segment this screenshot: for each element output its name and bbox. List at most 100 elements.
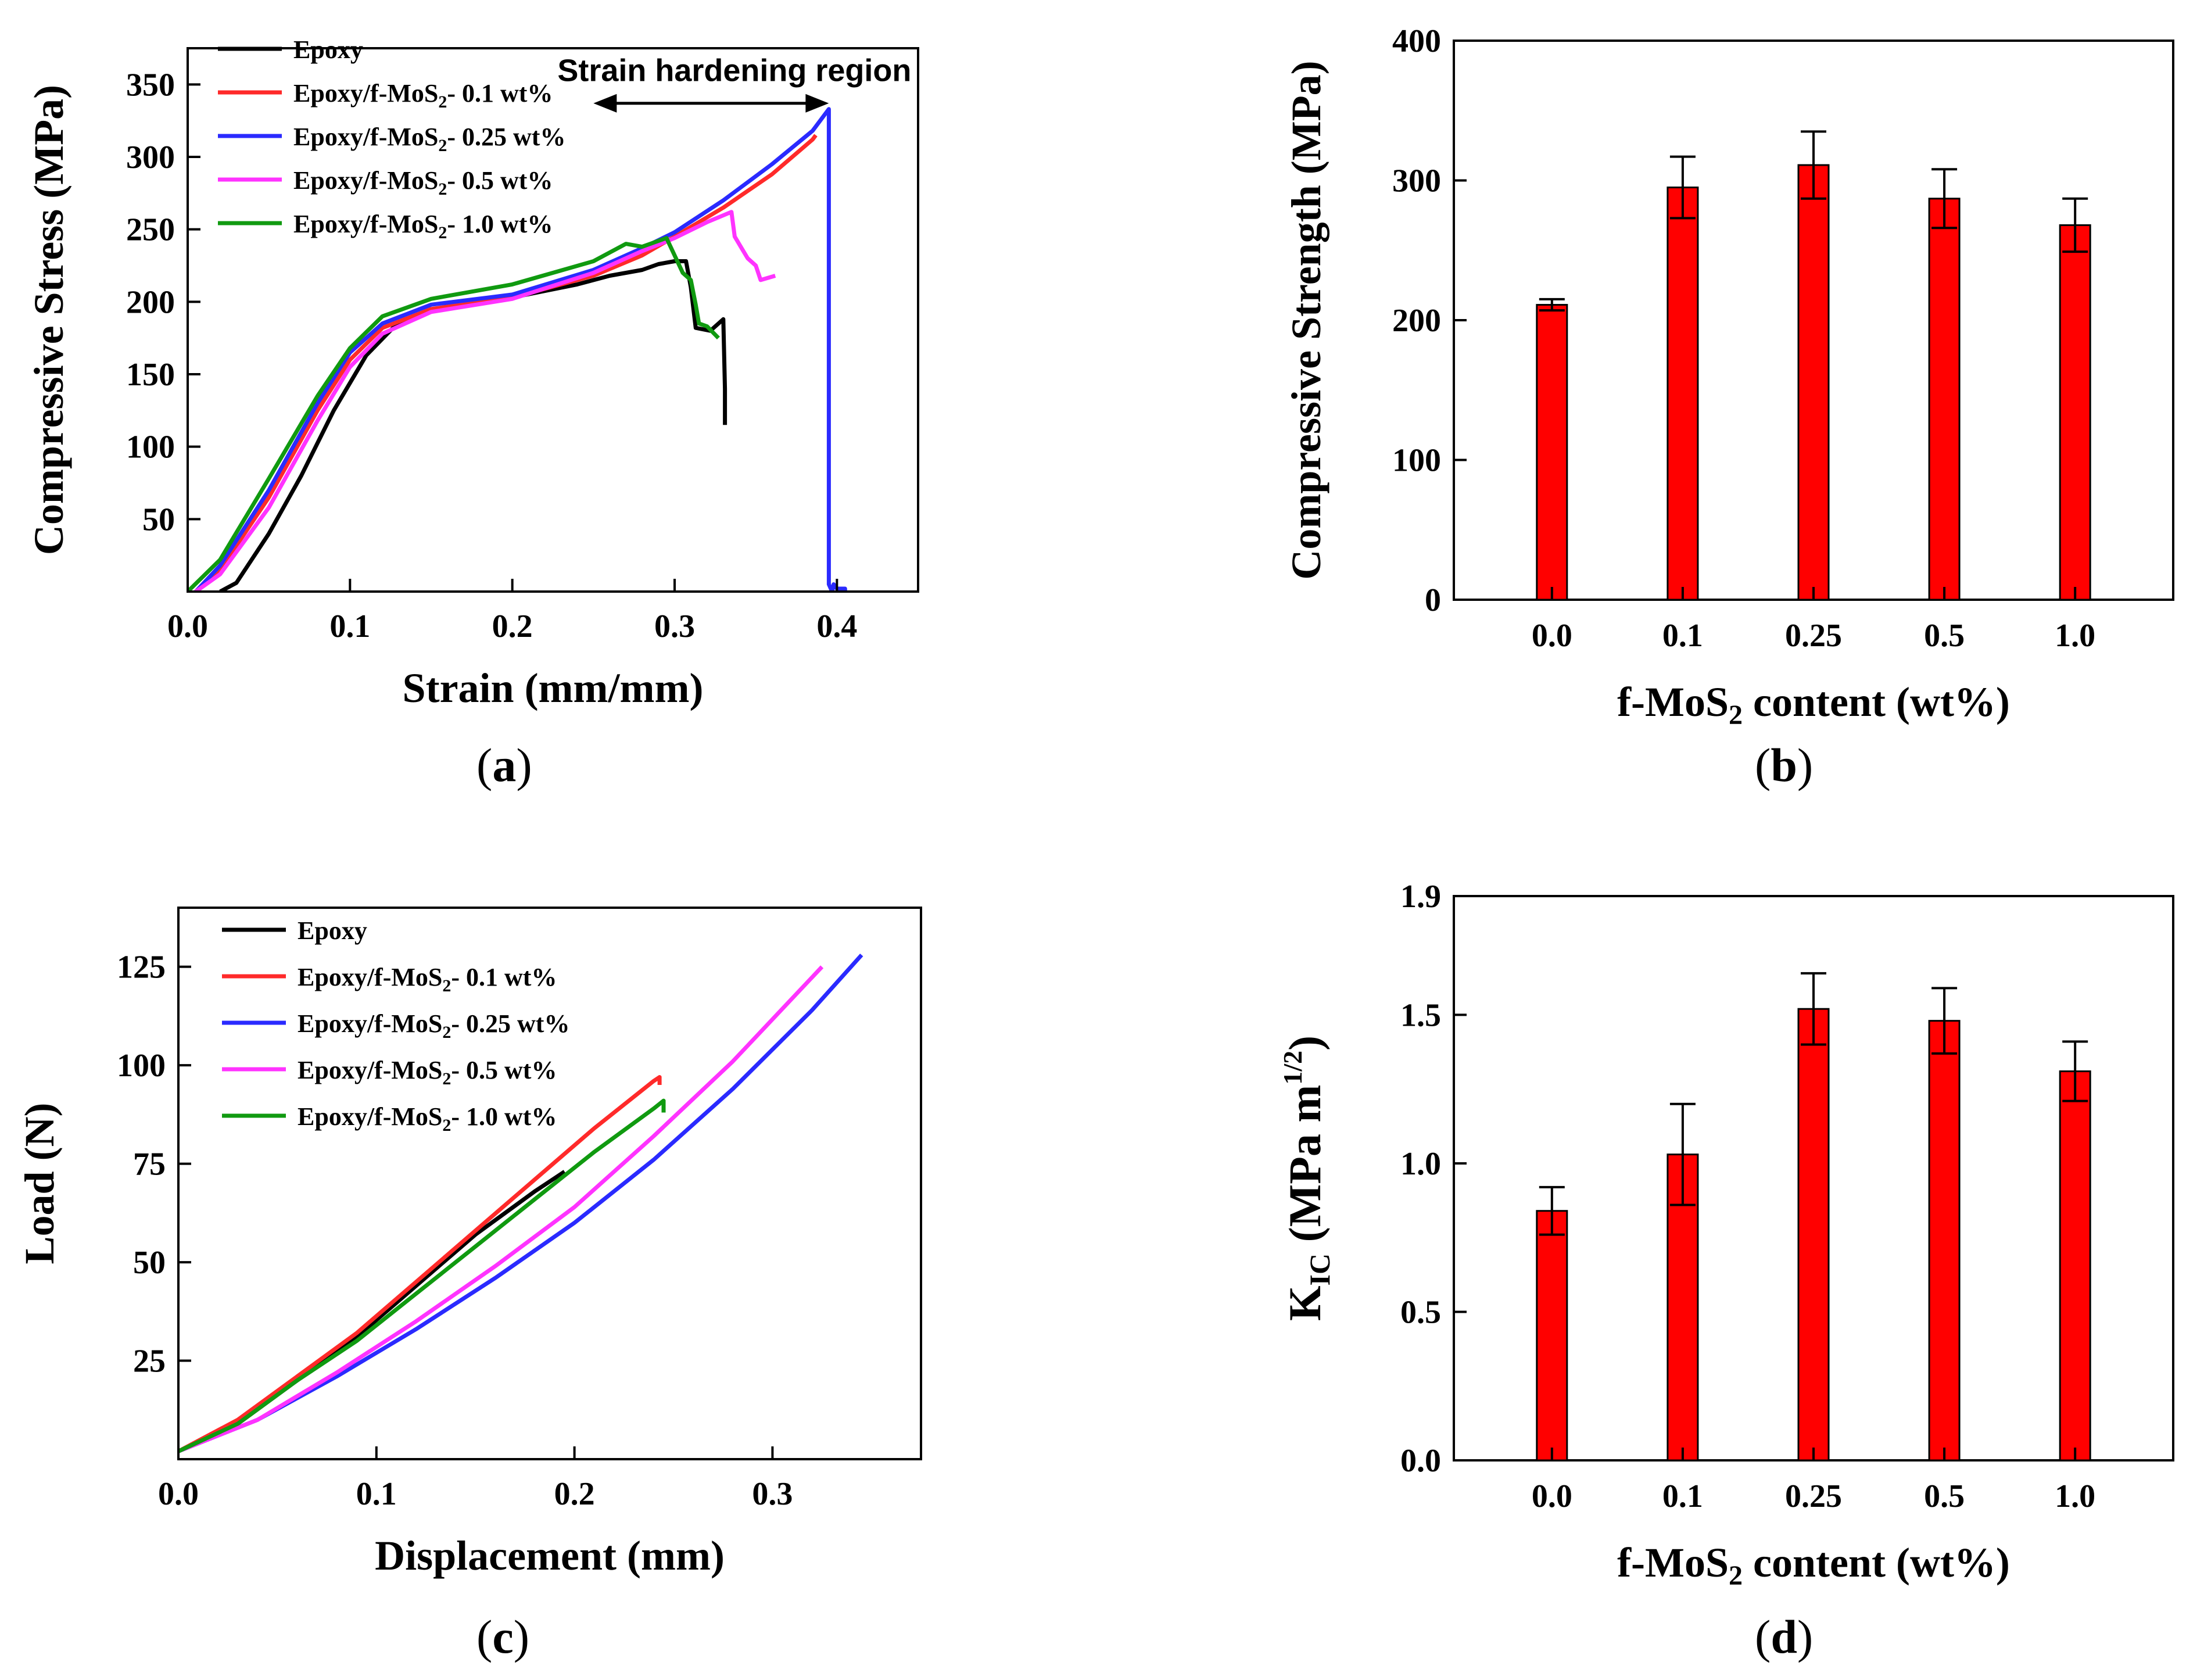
- x-axis-label-d: f-MoS2 content (wt%): [1617, 1539, 2010, 1591]
- y-axis-label-sub-d: IC: [1303, 1253, 1336, 1286]
- series-group-a: [188, 107, 847, 592]
- caption-b-open: (: [1755, 739, 1771, 791]
- caption-d-close: ): [1797, 1610, 1814, 1663]
- x-axis-label-suffix-b: content (wt%): [1743, 679, 2010, 725]
- caption-a: (a): [476, 738, 532, 793]
- y-axis-label-main-d: K: [1280, 1285, 1330, 1321]
- y-tick-label-a-3: 200: [126, 284, 175, 320]
- caption-d-open: (: [1755, 1610, 1771, 1663]
- legend-label-suffix-a-1: - 0.1 wt%: [447, 79, 553, 108]
- caption-a-letter: a: [492, 739, 517, 791]
- bar-b-1: [1667, 187, 1699, 601]
- legend-label-suffix-a-3: - 0.5 wt%: [447, 166, 553, 195]
- legend-label-c-4: Epoxy/f-MoS2- 1.0 wt%: [298, 1102, 557, 1135]
- bar-d-4: [2059, 1070, 2091, 1462]
- y-tick-label-d-4: 1.9: [1400, 879, 1441, 915]
- legend-label-sub-c-1: 2: [442, 976, 451, 995]
- x-tick-label-c-1: 0.1: [356, 1476, 397, 1512]
- legend-label-prefix-c-1: Epoxy/f-MoS: [298, 963, 442, 991]
- legend-label-prefix-a-3: Epoxy/f-MoS: [293, 166, 438, 195]
- legend-label-c-0: Epoxy: [298, 916, 367, 945]
- legend-label-c-1: Epoxy/f-MoS2- 0.1 wt%: [298, 963, 557, 995]
- y-tick-label-b-4: 400: [1392, 23, 1441, 59]
- series-line-a-3: [194, 210, 776, 592]
- series-line-a-0: [219, 259, 728, 592]
- y-axis-label-b: Compressive Strength (MPa): [1283, 60, 1329, 579]
- series-line-c-4: [178, 1098, 666, 1453]
- series-line-a-2: [194, 107, 847, 592]
- bar-b-2: [1797, 164, 1830, 601]
- caption-c-close: ): [513, 1610, 530, 1663]
- caption-c-letter: c: [492, 1610, 514, 1663]
- legend-label-sub-c-3: 2: [442, 1069, 451, 1088]
- x-tick-label-d-2: 0.25: [1785, 1478, 1842, 1514]
- y-axis-label-c: Load (N): [16, 1102, 63, 1264]
- x-axis-label-suffix-d: content (wt%): [1743, 1539, 2010, 1586]
- annotation-arrow-right-head-a: [805, 94, 829, 113]
- y-tick-label-d-2: 1.0: [1400, 1146, 1441, 1182]
- panel-c: 0.0 0.1 0.2 0.3 25 50 75 100 125 Displacement (mm…: [0, 872, 959, 1627]
- x-tick-label-b-3: 0.5: [1924, 618, 1965, 654]
- y-tick-label-a-6: 350: [126, 67, 175, 103]
- y-tick-label-b-0: 0: [1425, 582, 1441, 618]
- caption-a-open: (: [476, 739, 493, 791]
- y-tick-label-c-0: 25: [133, 1344, 166, 1380]
- legend-label-c-3: Epoxy/f-MoS2- 0.5 wt%: [298, 1056, 557, 1088]
- x-tick-label-a-3: 0.3: [654, 608, 695, 644]
- panel-a: 0.0 0.1 0.2 0.3 0.4 50 100 150 200 250 300 350 Strai…: [0, 0, 959, 755]
- x-tick-label-d-1: 0.1: [1662, 1478, 1703, 1514]
- x-tick-label-a-0: 0.0: [167, 608, 208, 644]
- x-tick-label-d-0: 0.0: [1532, 1478, 1572, 1514]
- x-axis-label-sub-b: 2: [1729, 700, 1743, 730]
- x-axis-label-prefix-b: f-MoS: [1617, 679, 1729, 725]
- x-tick-label-b-1: 0.1: [1662, 618, 1703, 654]
- x-tick-label-d-3: 0.5: [1924, 1478, 1965, 1514]
- legend-label-prefix-c-3: Epoxy/f-MoS: [298, 1056, 442, 1084]
- y-axis-label-d: KIC (MPa m1/2): [1278, 1036, 1336, 1321]
- x-tick-label-d-4: 1.0: [2055, 1478, 2095, 1514]
- legend-label-prefix-a-1: Epoxy/f-MoS: [293, 79, 438, 108]
- x-tick-label-c-0: 0.0: [158, 1476, 199, 1512]
- y-tick-label-c-4: 125: [117, 950, 166, 986]
- panel-d: 0.0 0.1 0.25 0.5 1.0 0.0 0.5 1.0 1.5 1.9 f-MoS2 co…: [1278, 872, 2204, 1627]
- x-tick-label-a-4: 0.4: [816, 608, 857, 644]
- legend-label-prefix-a-0: Epoxy: [293, 35, 363, 64]
- x-tick-label-a-1: 0.1: [329, 608, 370, 644]
- legend-label-sub-a-1: 2: [438, 92, 447, 112]
- y-tick-label-d-1: 0.5: [1400, 1294, 1441, 1330]
- y-tick-label-c-2: 75: [133, 1147, 166, 1183]
- y-axis-label-close-d: ): [1280, 1036, 1330, 1051]
- legend-label-a-3: Epoxy/f-MoS2- 0.5 wt%: [293, 166, 553, 199]
- legend-label-suffix-c-4: - 1.0 wt%: [451, 1102, 557, 1131]
- legend-label-suffix-c-3: - 0.5 wt%: [451, 1056, 557, 1084]
- legend-label-a-0: Epoxy: [293, 35, 363, 64]
- y-tick-label-a-1: 100: [126, 429, 175, 465]
- annotation-arrow-left-head-a: [593, 94, 617, 113]
- panel-b: 0.0 0.1 0.25 0.5 1.0 0 100 200 300 400 f-MoS2 cont…: [1278, 0, 2204, 755]
- legend-label-prefix-a-2: Epoxy/f-MoS: [293, 123, 438, 151]
- series-line-a-4: [188, 236, 720, 592]
- caption-c-open: (: [476, 1610, 493, 1663]
- x-axis-label-c: Displacement (mm): [375, 1532, 725, 1579]
- caption-b-close: ): [1797, 739, 1814, 791]
- series-line-c-1: [178, 1075, 662, 1453]
- legend-label-prefix-a-4: Epoxy/f-MoS: [293, 210, 438, 238]
- y-tick-label-a-4: 250: [126, 212, 175, 248]
- x-tick-label-b-0: 0.0: [1532, 618, 1572, 654]
- y-tick-label-b-1: 100: [1392, 443, 1441, 479]
- caption-c: (c): [476, 1610, 529, 1664]
- x-tick-label-b-4: 1.0: [2055, 618, 2095, 654]
- chart-a-svg: 0.0 0.1 0.2 0.3 0.4 50 100 150 200 250 300 350 Strai…: [26, 35, 919, 711]
- x-tick-label-b-2: 0.25: [1785, 618, 1842, 654]
- annotation-text-a: Strain hardening region: [557, 53, 911, 88]
- x-tick-label-a-2: 0.2: [492, 608, 533, 644]
- bar-d-2: [1797, 1008, 1830, 1462]
- legend-label-suffix-c-2: - 0.25 wt%: [451, 1009, 569, 1038]
- y-tick-label-a-5: 300: [126, 139, 175, 175]
- y-tick-label-d-3: 1.5: [1400, 997, 1441, 1033]
- x-axis-label-sub-d: 2: [1729, 1560, 1743, 1591]
- x-tick-label-c-3: 0.3: [752, 1476, 793, 1512]
- x-axis-label-prefix-d: f-MoS: [1617, 1539, 1729, 1586]
- legend-label-a-1: Epoxy/f-MoS2- 0.1 wt%: [293, 79, 553, 112]
- y-tick-label-a-2: 150: [126, 357, 175, 393]
